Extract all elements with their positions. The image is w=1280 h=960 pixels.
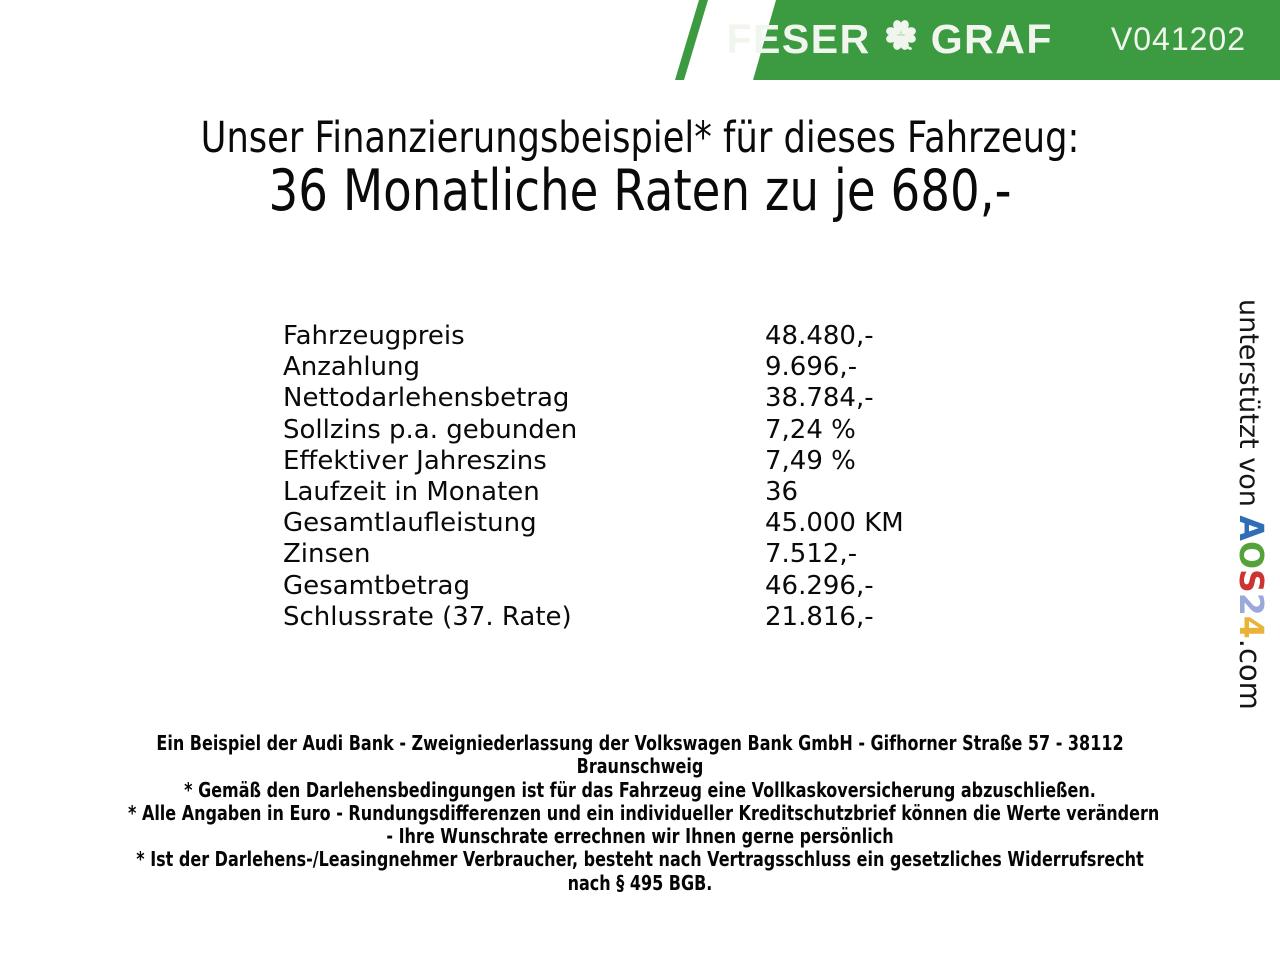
row-value: 36 <box>765 477 799 508</box>
aos24-logo-letter: 4 <box>1232 615 1271 639</box>
row-value: 7.512,- <box>765 539 858 570</box>
aos24-logo-letter: A <box>1232 515 1271 541</box>
table-row: Sollzins p.a. gebunden 7,24 % <box>283 415 904 446</box>
supported-by-label: unterstützt von <box>1233 299 1264 516</box>
row-value: 9.696,- <box>765 352 858 383</box>
footer-line: nach § 495 BGB. <box>567 870 713 895</box>
aos24-domain-suffix: .com <box>1233 638 1267 710</box>
heading: Unser Finanzierungsbeispiel* für dieses … <box>0 114 1280 220</box>
footer-line: * Alle Angaben in Euro - Rundungsdiffere… <box>128 800 1160 825</box>
row-value: 7,24 % <box>765 414 856 445</box>
row-label: Fahrzeugpreis <box>283 321 465 351</box>
table-row: Laufzeit in Monaten 36 <box>283 477 904 508</box>
banner-shape <box>753 0 1280 80</box>
footer-line: * Gemäß den Darlehensbedingungen ist für… <box>184 777 1096 802</box>
row-label: Nettodarlehensbetrag <box>283 383 570 414</box>
footer-line: - Ihre Wunschrate errechnen wir Ihnen ge… <box>386 824 894 849</box>
row-label: Anzahlung <box>283 352 421 383</box>
row-label: Zinsen <box>283 539 371 570</box>
table-row: Schlussrate (37. Rate) 21.816,- <box>283 602 904 633</box>
row-label: Gesamtlaufleistung <box>283 508 537 539</box>
banner: FESER GRAF V041202 <box>727 0 1280 78</box>
finance-table: Fahrzeugpreis 48.480,- Anzahlung 9.696,-… <box>283 321 904 633</box>
row-label: Schlussrate (37. Rate) <box>283 601 572 632</box>
vehicle-code: V041202 <box>1110 21 1246 57</box>
banner-stripe <box>675 0 708 80</box>
row-label: Gesamtbetrag <box>283 570 470 601</box>
row-label: Effektiver Jahreszins <box>283 445 547 476</box>
brand-name-left: FESER <box>726 15 871 62</box>
row-label: Laufzeit in Monaten <box>283 477 540 508</box>
row-label: Sollzins p.a. gebunden <box>283 414 578 445</box>
row-value: 7,49 % <box>765 445 856 476</box>
supported-by-vertical-text: unterstützt von AOS24.com <box>1231 299 1271 710</box>
row-value: 48.480,- <box>765 321 874 351</box>
table-row: Effektiver Jahreszins 7,49 % <box>283 446 904 477</box>
footer-line: Braunschweig <box>576 754 704 779</box>
heading-line-2: 36 Monatliche Raten zu je 680,- <box>268 158 1012 224</box>
table-row: Gesamtbetrag 46.296,- <box>283 571 904 602</box>
table-row: Nettodarlehensbetrag 38.784,- <box>283 383 904 414</box>
aos24-logo-letter: S <box>1232 569 1271 593</box>
footer-line: Ein Beispiel der Audi Bank - Zweignieder… <box>156 731 1124 755</box>
aos24-logo-letter: 2 <box>1232 592 1271 616</box>
row-value: 46.296,- <box>765 570 874 601</box>
table-row: Anzahlung 9.696,- <box>283 352 904 383</box>
row-value: 38.784,- <box>765 383 874 414</box>
table-row: Fahrzeugpreis 48.480,- <box>283 321 904 352</box>
heading-line-1: Unser Finanzierungsbeispiel* für dieses … <box>200 113 1080 163</box>
aos24-logo-letter: O <box>1232 540 1271 570</box>
row-value: 45.000 KM <box>765 508 904 539</box>
brand-name-right: GRAF <box>930 15 1053 62</box>
footer-line: * Ist der Darlehens-/Leasingnehmer Verbr… <box>136 847 1144 872</box>
row-value: 21.816,- <box>765 601 874 632</box>
clover-icon <box>880 14 922 61</box>
table-row: Gesamtlaufleistung 45.000 KM <box>283 508 904 539</box>
table-row: Zinsen 7.512,- <box>283 539 904 570</box>
banner-background <box>675 0 1280 80</box>
footer-disclaimers: Ein Beispiel der Audi Bank - Zweignieder… <box>128 731 1160 895</box>
